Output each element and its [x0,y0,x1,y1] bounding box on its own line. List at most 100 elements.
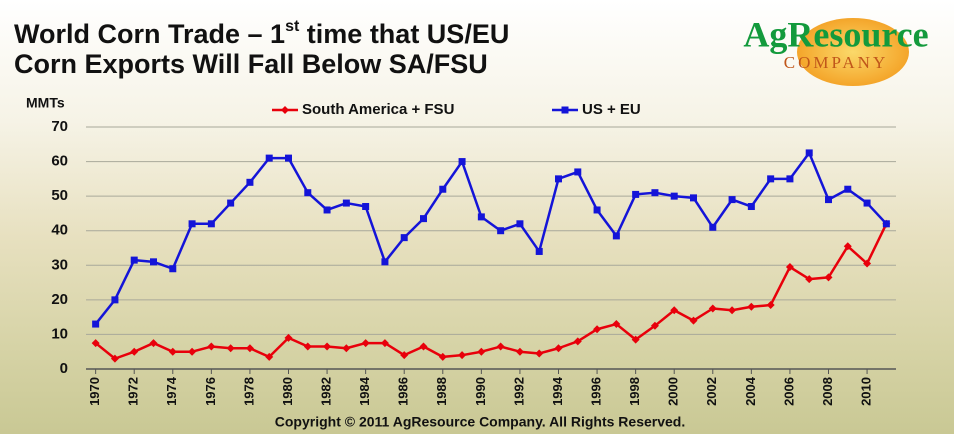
marker [516,220,524,228]
x-tick-label: 1996 [589,377,604,406]
logo-sub: COMPANY [784,53,888,72]
marker [323,342,332,351]
marker [708,304,717,313]
marker [824,273,833,282]
chart-title: Corn Exports Will Fall Below SA/FSU [14,49,488,79]
marker [535,247,543,255]
marker [515,347,524,356]
marker [632,190,640,198]
marker [593,206,601,214]
marker [285,154,292,162]
y-tick-label: 70 [51,118,68,135]
plot: 0 10 20 30 40 50 60 70 1970 1972 1974 1976 1978 1980 1… [51,101,896,406]
x-tick-label: 2010 [859,377,874,406]
marker [535,349,544,358]
marker [612,232,620,240]
marker [362,203,370,211]
x-tick-label: 1992 [511,377,526,406]
marker [458,351,467,360]
marker [496,342,505,351]
marker [110,354,119,363]
marker [593,325,602,334]
marker [689,316,698,325]
marker [400,234,408,242]
x-tick-label: 1986 [396,377,411,406]
marker [227,199,235,207]
marker [149,339,158,348]
marker [882,220,890,228]
marker [130,256,138,264]
marker [670,306,679,315]
marker [111,296,119,304]
footer: Copyright © 2011 AgResource Company. All… [275,414,685,430]
marker [400,351,409,360]
marker [381,258,389,266]
marker [863,199,871,207]
x-tick-label: 2008 [820,377,835,406]
marker [805,149,813,157]
marker [91,339,100,348]
x-tick-label: 1980 [280,377,295,406]
marker [690,194,697,202]
marker [420,215,427,223]
x-tick-label: 2004 [743,376,758,406]
x-tick-label: 1998 [627,377,642,406]
x-tick-label: 1974 [164,376,179,406]
marker [843,242,852,251]
marker [766,301,775,310]
marker [226,344,235,353]
marker [207,220,215,228]
logo-name: AgResource [743,14,928,54]
marker [458,158,466,166]
y-tick-label: 20 [51,291,68,308]
marker [631,335,640,344]
x-tick-label: 2000 [666,377,681,406]
marker [304,189,312,197]
marker [728,306,737,315]
marker [323,206,331,214]
marker [438,352,447,361]
marker [188,220,196,228]
x-tick-label: 2002 [704,377,719,406]
marker [361,339,370,348]
marker [207,342,216,351]
marker [477,347,486,356]
x-tick-label: 1970 [87,377,102,406]
chart-title: World Corn Trade – 1st time that US/EU [14,18,509,49]
y-tick-label: 50 [51,187,68,204]
marker [805,275,814,284]
x-tick-label: 1978 [241,377,256,406]
marker [419,342,428,351]
marker [767,175,775,183]
y-axis-label: MMTs [26,95,65,111]
x-tick-label: 2006 [781,377,796,406]
marker [342,199,350,207]
marker [709,223,717,231]
marker [574,168,582,176]
marker [168,347,177,356]
marker [844,185,852,193]
x-tick-label: 1982 [319,377,334,406]
marker [650,321,659,330]
marker [188,347,197,356]
x-tick-label: 1990 [473,377,488,406]
marker [284,333,293,342]
marker [477,213,485,221]
marker [497,227,505,235]
marker [573,337,582,346]
marker [342,344,351,353]
marker [281,106,289,114]
marker [786,175,794,183]
marker [728,196,736,204]
marker [612,320,621,329]
marker [555,175,562,183]
logo-sun [797,18,909,86]
marker [561,106,569,114]
marker [747,203,755,211]
marker [265,352,274,361]
legend-label: South America + FSU [302,101,454,118]
marker [651,189,659,197]
y-tick-label: 30 [51,256,68,273]
marker [785,263,794,272]
